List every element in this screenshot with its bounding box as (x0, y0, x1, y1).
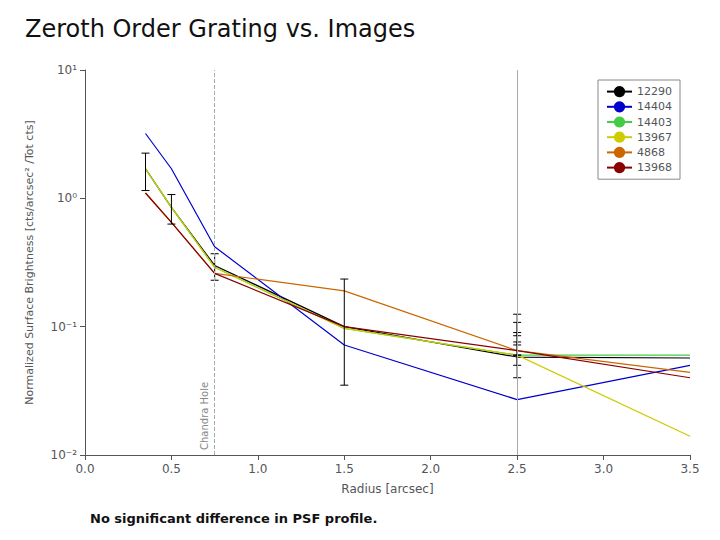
svg-text:14403: 14403 (637, 116, 672, 129)
svg-text:Normalized Surface Brightness: Normalized Surface Brightness [cts/arcse… (23, 120, 36, 404)
svg-text:13968: 13968 (637, 161, 672, 174)
svg-text:4868: 4868 (637, 146, 665, 159)
svg-text:3.5: 3.5 (680, 462, 699, 476)
svg-text:0.0: 0.0 (75, 462, 94, 476)
svg-text:12290: 12290 (637, 85, 672, 98)
svg-text:Radius [arcsec]: Radius [arcsec] (341, 482, 433, 496)
svg-text:10¹: 10¹ (57, 63, 77, 77)
svg-text:No significant difference in P: No significant difference in PSF profile… (90, 511, 377, 526)
svg-text:2.0: 2.0 (421, 462, 440, 476)
svg-text:0.5: 0.5 (162, 462, 181, 476)
svg-text:1.5: 1.5 (335, 462, 354, 476)
svg-text:3.0: 3.0 (594, 462, 613, 476)
svg-text:1.0: 1.0 (248, 462, 267, 476)
svg-text:Chandra Hole: Chandra Hole (199, 382, 210, 450)
svg-text:10⁻²: 10⁻² (51, 448, 78, 462)
svg-text:10⁻¹: 10⁻¹ (51, 320, 78, 334)
svg-text:10⁰: 10⁰ (57, 191, 77, 205)
svg-text:13967: 13967 (637, 131, 672, 144)
svg-text:2.5: 2.5 (508, 462, 527, 476)
svg-text:Zeroth Order Grating vs. Image: Zeroth Order Grating vs. Images (25, 15, 415, 43)
svg-text:14404: 14404 (637, 100, 672, 113)
